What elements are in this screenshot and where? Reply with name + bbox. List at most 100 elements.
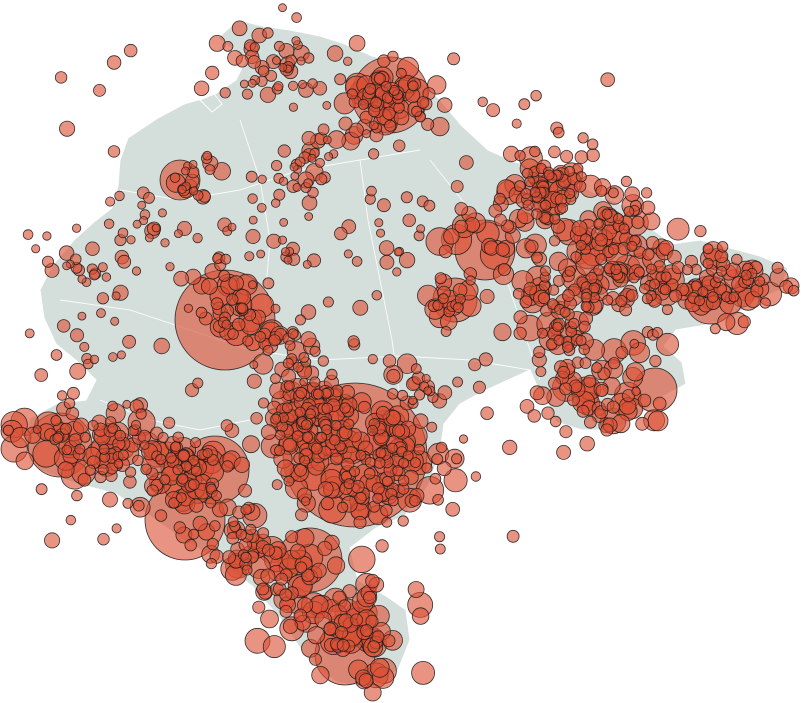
map-bubble — [602, 294, 614, 306]
map-bubble — [595, 384, 609, 397]
map-bubble — [227, 222, 237, 232]
map-bubble — [586, 138, 599, 150]
map-bubble — [375, 447, 387, 459]
map-bubble — [173, 270, 189, 287]
map-bubble — [652, 396, 667, 411]
map-bubble — [371, 290, 383, 301]
map-bubble — [608, 187, 619, 199]
map-bubble — [177, 184, 187, 194]
map-bubble — [506, 529, 520, 543]
map-bubble — [233, 456, 250, 473]
map-bubble — [651, 326, 663, 339]
map-bubble — [387, 388, 399, 400]
map-bubble — [437, 97, 453, 113]
map-bubble — [137, 200, 147, 210]
map-bubble — [192, 377, 204, 389]
map-bubble — [342, 584, 357, 599]
map-bubble — [241, 88, 253, 100]
map-bubble — [568, 317, 580, 330]
map-bubble — [50, 415, 62, 426]
map-bubble — [557, 365, 570, 379]
map-bubble — [208, 35, 226, 52]
map-bubble — [379, 254, 395, 270]
map-bubble — [202, 447, 213, 459]
map-bubble — [380, 504, 393, 517]
map-bubble — [351, 256, 363, 267]
map-bubble — [348, 122, 364, 138]
map-bubble — [298, 352, 310, 363]
map-bubble — [155, 453, 167, 465]
map-bubble — [575, 239, 587, 251]
map-bubble — [364, 83, 377, 95]
map-bubble — [432, 493, 444, 506]
map-bubble — [181, 166, 190, 176]
map-bubble — [111, 291, 121, 301]
map-bubble — [65, 406, 80, 421]
map-bubble — [702, 243, 714, 255]
map-bubble — [270, 160, 283, 172]
map-bubble — [247, 193, 258, 204]
map-bubble — [530, 89, 542, 102]
map-bubble — [552, 126, 565, 139]
map-bubble — [413, 389, 426, 401]
map-bubble — [600, 72, 615, 87]
map-bubble — [315, 157, 325, 168]
map-bubble — [301, 431, 313, 443]
map-bubble — [518, 98, 531, 111]
map-bubble — [372, 492, 384, 504]
map-bubble — [79, 431, 91, 443]
map-bubble — [304, 212, 314, 221]
map-bubble — [157, 208, 167, 218]
map-bubble — [220, 253, 232, 265]
map-bubble — [435, 441, 448, 454]
map-bubble — [386, 368, 401, 383]
map-bubble — [754, 275, 766, 287]
map-bubble — [297, 79, 307, 89]
map-bubble — [153, 337, 170, 355]
map-bubble — [202, 150, 213, 161]
map-bubble — [465, 275, 476, 286]
map-bubble — [559, 425, 573, 439]
map-bubble — [550, 415, 562, 428]
map-bubble — [451, 453, 463, 465]
map-bubble — [300, 419, 312, 431]
map-bubble — [283, 255, 293, 265]
map-bubble — [529, 145, 541, 158]
map-bubble — [348, 34, 366, 52]
map-bubble — [595, 253, 608, 266]
map-bubble — [571, 220, 588, 237]
map-bubble — [302, 259, 312, 269]
map-bubble — [511, 118, 522, 129]
map-bubble — [209, 520, 221, 532]
map-bubble — [330, 419, 342, 431]
map-bubble — [326, 368, 338, 380]
map-bubble — [193, 80, 210, 97]
map-bubble — [600, 423, 614, 437]
map-bubble — [349, 466, 360, 477]
map-bubble — [259, 86, 276, 103]
map-bubble — [135, 408, 147, 420]
map-bubble — [163, 416, 176, 429]
map-bubble — [656, 332, 680, 356]
map-bubble — [184, 538, 197, 552]
map-bubble — [646, 263, 657, 275]
map-bubble — [157, 431, 169, 443]
map-bubble — [262, 277, 275, 290]
map-bubble — [317, 541, 333, 557]
map-bubble — [210, 490, 222, 502]
map-bubble — [434, 531, 446, 543]
map-bubble — [436, 461, 452, 477]
map-bubble — [250, 412, 263, 425]
map-bubble — [513, 180, 526, 192]
map-bubble — [273, 40, 285, 52]
map-bubble — [290, 171, 300, 181]
map-bubble — [271, 479, 283, 491]
map-bubble — [580, 301, 592, 312]
map-bubble — [540, 199, 551, 211]
map-bubble — [312, 388, 324, 400]
map-bubble — [615, 294, 628, 307]
map-bubble — [574, 150, 589, 164]
map-bubble — [160, 238, 170, 248]
map-bubble — [694, 295, 705, 307]
